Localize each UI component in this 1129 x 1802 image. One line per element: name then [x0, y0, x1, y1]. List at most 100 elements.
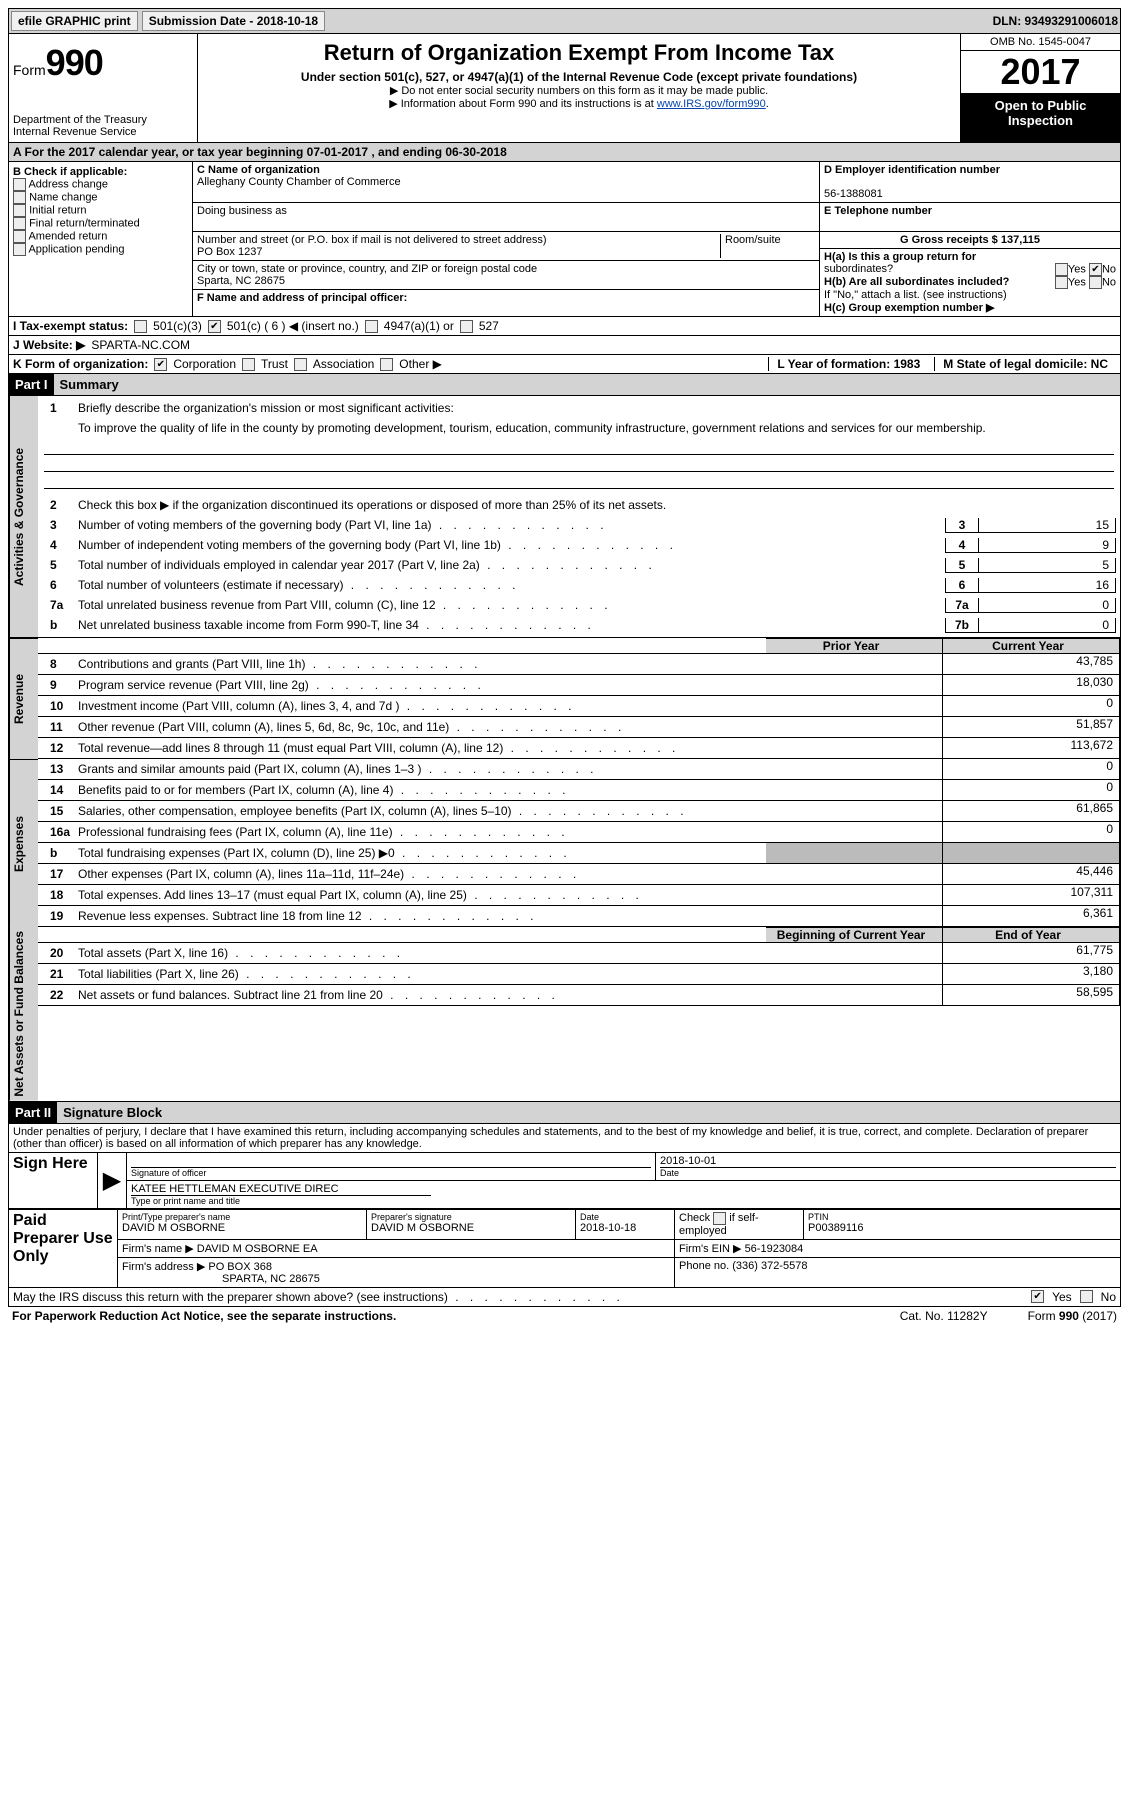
form-label: Form — [13, 62, 46, 78]
cb-address-change[interactable] — [13, 178, 26, 191]
section-net-assets: Net Assets or Fund Balances Beginning of… — [8, 927, 1121, 1102]
preparer-date: 2018-10-18 — [580, 1222, 670, 1234]
exp-line-16a: 16aProfessional fundraising fees (Part I… — [38, 822, 1120, 843]
year-formation: L Year of formation: 1983 — [768, 357, 928, 371]
cb-ha-no[interactable]: ✔ — [1089, 263, 1102, 276]
form-title: Return of Organization Exempt From Incom… — [206, 40, 952, 66]
firm-phone: (336) 372-5578 — [732, 1260, 807, 1272]
cb-discuss-yes[interactable]: ✔ — [1031, 1290, 1044, 1303]
penalty-text: Under penalties of perjury, I declare th… — [8, 1124, 1121, 1152]
cb-501c3[interactable] — [134, 320, 147, 333]
street-label: Number and street (or P.O. box if mail i… — [197, 234, 547, 246]
ein-value: 56-1388081 — [824, 188, 1116, 200]
col-b-label: B Check if applicable: — [13, 166, 188, 178]
exp-line-14: 14Benefits paid to or for members (Part … — [38, 780, 1120, 801]
cb-initial-return[interactable] — [13, 204, 26, 217]
firm-addr2: SPARTA, NC 28675 — [222, 1273, 320, 1285]
rev-line-10: 10Investment income (Part VIII, column (… — [38, 696, 1120, 717]
omb-number: OMB No. 1545-0047 — [960, 34, 1120, 51]
net-line-21: 21Total liabilities (Part X, line 26)3,1… — [38, 964, 1120, 985]
form-header: Form990 Department of the Treasury Inter… — [8, 34, 1121, 143]
firm-name: DAVID M OSBORNE EA — [197, 1243, 318, 1255]
officer-label: F Name and address of principal officer: — [197, 292, 407, 304]
irs-link[interactable]: www.IRS.gov/form990 — [657, 98, 766, 110]
gov-line-6: 6Total number of volunteers (estimate if… — [38, 575, 1120, 595]
rev-line-12: 12Total revenue—add lines 8 through 11 (… — [38, 738, 1120, 759]
form-number: 990 — [46, 42, 103, 83]
cb-hb-no[interactable] — [1089, 276, 1102, 289]
cb-assoc[interactable] — [294, 358, 307, 371]
header-middle: Return of Organization Exempt From Incom… — [198, 34, 960, 142]
col-b-checkboxes: B Check if applicable: Address change Na… — [9, 162, 193, 316]
cb-discuss-no[interactable] — [1080, 1290, 1093, 1303]
website-value: SPARTA-NC.COM — [91, 338, 190, 352]
sig-date-label: Date — [660, 1167, 1116, 1178]
exp-line-19: 19Revenue less expenses. Subtract line 1… — [38, 906, 1120, 927]
hc-exemption: H(c) Group exemption number ▶ — [824, 301, 1116, 314]
arrow-icon: ▶ — [98, 1152, 127, 1208]
city-label: City or town, state or province, country… — [197, 263, 537, 275]
mission-text: To improve the quality of life in the co… — [78, 421, 1116, 435]
rev-line-9: 9Program service revenue (Part VIII, lin… — [38, 675, 1120, 696]
net-line-22: 22Net assets or fund balances. Subtract … — [38, 985, 1120, 1006]
cb-final-return[interactable] — [13, 217, 26, 230]
cb-4947[interactable] — [365, 320, 378, 333]
header-right: OMB No. 1545-0047 2017 Open to PublicIns… — [960, 34, 1120, 142]
cb-amended-return[interactable] — [13, 230, 26, 243]
part-1-header: Part I Summary — [8, 374, 1121, 396]
open-inspection: Open to PublicInspection — [960, 94, 1120, 142]
gross-receipts: G Gross receipts $ 137,115 — [900, 234, 1040, 246]
sig-date-value: 2018-10-01 — [660, 1155, 716, 1167]
paid-preparer-table: Paid Preparer Use Only Print/Type prepar… — [8, 1209, 1121, 1288]
form-footer: Form 990 (2017) — [1028, 1309, 1117, 1323]
cb-527[interactable] — [460, 320, 473, 333]
col-c-org-info: C Name of organization Alleghany County … — [193, 162, 819, 316]
sign-here-table: Sign Here ▶ Signature of officer 2018-10… — [8, 1152, 1121, 1209]
cb-name-change[interactable] — [13, 191, 26, 204]
cb-corp[interactable]: ✔ — [154, 358, 167, 371]
gov-line-5: 5Total number of individuals employed in… — [38, 555, 1120, 575]
cb-other[interactable] — [380, 358, 393, 371]
vlabel-governance: Activities & Governance — [9, 396, 38, 637]
row-k-form-org: K Form of organization: ✔Corporation Tru… — [8, 355, 1121, 374]
section-governance: Activities & Governance 1 Briefly descri… — [8, 396, 1121, 638]
org-name: Alleghany County Chamber of Commerce — [197, 176, 815, 188]
org-name-label: C Name of organization — [197, 164, 815, 176]
cb-hb-yes[interactable] — [1055, 276, 1068, 289]
firm-addr1: PO BOX 368 — [208, 1261, 272, 1273]
cb-trust[interactable] — [242, 358, 255, 371]
cb-self-employed[interactable] — [713, 1212, 726, 1225]
gov-line-3: 3Number of voting members of the governi… — [38, 515, 1120, 535]
ptin-value: P00389116 — [808, 1222, 1116, 1234]
cb-501c[interactable]: ✔ — [208, 320, 221, 333]
row-i-tax-status: I Tax-exempt status: 501(c)(3) ✔501(c) (… — [8, 316, 1121, 336]
top-bar: efile GRAPHIC print Submission Date - 20… — [8, 8, 1121, 34]
prior-current-header: Revenue Prior Year Current Year 8Contrib… — [8, 638, 1121, 759]
section-expenses: Expenses 13Grants and similar amounts pa… — [8, 759, 1121, 927]
entity-block: B Check if applicable: Address change Na… — [8, 162, 1121, 316]
form-note-ssn: ▶ Do not enter social security numbers o… — [206, 84, 952, 97]
exp-line-18: 18Total expenses. Add lines 13–17 (must … — [38, 885, 1120, 906]
sig-officer-label: Signature of officer — [131, 1167, 651, 1178]
state-domicile: M State of legal domicile: NC — [934, 357, 1116, 371]
officer-name-title: KATEE HETTLEMAN EXECUTIVE DIREC — [131, 1183, 431, 1196]
room-suite-label: Room/suite — [720, 234, 815, 258]
submission-date-button[interactable]: Submission Date - 2018-10-18 — [142, 11, 325, 31]
exp-line-15: 15Salaries, other compensation, employee… — [38, 801, 1120, 822]
rev-line-11: 11Other revenue (Part VIII, column (A), … — [38, 717, 1120, 738]
net-line-20: 20Total assets (Part X, line 16)61,775 — [38, 943, 1120, 964]
col-d-right: D Employer identification number 56-1388… — [819, 162, 1120, 316]
city-value: Sparta, NC 28675 — [197, 275, 285, 287]
efile-print-button[interactable]: efile GRAPHIC print — [11, 11, 138, 31]
paid-preparer-label: Paid Preparer Use Only — [9, 1209, 118, 1287]
row-j-website: J Website: ▶ SPARTA-NC.COM — [8, 336, 1121, 355]
rev-line-8: 8Contributions and grants (Part VIII, li… — [38, 654, 1120, 675]
mission-label: Briefly describe the organization's miss… — [78, 401, 1116, 415]
gov-line-4: 4Number of independent voting members of… — [38, 535, 1120, 555]
cb-ha-yes[interactable] — [1055, 263, 1068, 276]
dln: DLN: 93493291006018 — [993, 14, 1118, 28]
firm-ein: 56-1923084 — [745, 1243, 804, 1255]
preparer-signature: DAVID M OSBORNE — [371, 1222, 571, 1234]
gov-line-7a: 7aTotal unrelated business revenue from … — [38, 595, 1120, 615]
cb-application-pending[interactable] — [13, 243, 26, 256]
